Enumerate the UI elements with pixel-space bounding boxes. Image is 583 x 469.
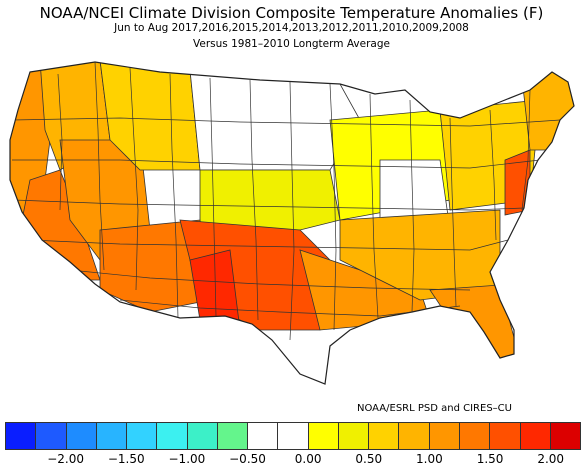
legend-bin	[6, 423, 37, 449]
legend-bin	[550, 423, 582, 449]
legend-bin	[399, 423, 430, 449]
legend-tick-label: −0.50	[229, 452, 266, 466]
us-temperature-anomaly-map	[9, 61, 575, 385]
legend-bin	[127, 423, 158, 449]
legend-tick-label: 0.00	[294, 452, 322, 466]
legend-colorbar	[5, 422, 582, 450]
legend-bin	[308, 423, 339, 449]
legend-tick-label: −1.00	[168, 452, 206, 466]
legend-bin	[66, 423, 97, 449]
legend-bin	[217, 423, 249, 449]
legend-ticks: −2.00 −1.50 −1.00 −0.50 0.00 0.50 1.00 1.50 2.00	[0, 452, 583, 468]
legend-bin	[278, 423, 309, 449]
map-title: NOAA/NCEI Climate Division Composite Tem…	[39, 4, 544, 22]
legend-bin	[157, 423, 188, 449]
legend-bin	[187, 423, 218, 449]
legend-bin	[96, 423, 128, 449]
legend-tick-label: 1.00	[416, 452, 443, 466]
map-period: Jun to Aug 2017,2016,2015,2014,2013,2012…	[114, 22, 469, 34]
map-region-central-plains	[199, 169, 341, 231]
legend-tick-label: 1.50	[476, 452, 504, 466]
map-baseline: Versus 1981–2010 Longterm Average	[193, 38, 390, 50]
legend-tick-label: 0.50	[355, 452, 383, 466]
legend-tick-label: 2.00	[537, 452, 565, 466]
legend-bin	[490, 423, 521, 449]
legend-bin	[429, 423, 460, 449]
legend-bin	[338, 423, 370, 449]
map-region-florida	[429, 284, 521, 361]
legend-bin	[36, 423, 67, 449]
map-region-mid-atlantic	[504, 149, 531, 216]
legend-bin	[459, 423, 491, 449]
legend-bin	[520, 423, 551, 449]
legend-tick-label: −2.00	[47, 452, 85, 466]
legend-bin	[248, 423, 279, 449]
data-credit: NOAA/ESRL PSD and CIRES–CU	[357, 403, 512, 414]
legend-tick-label: −1.50	[107, 452, 145, 466]
legend-bin	[369, 423, 400, 449]
